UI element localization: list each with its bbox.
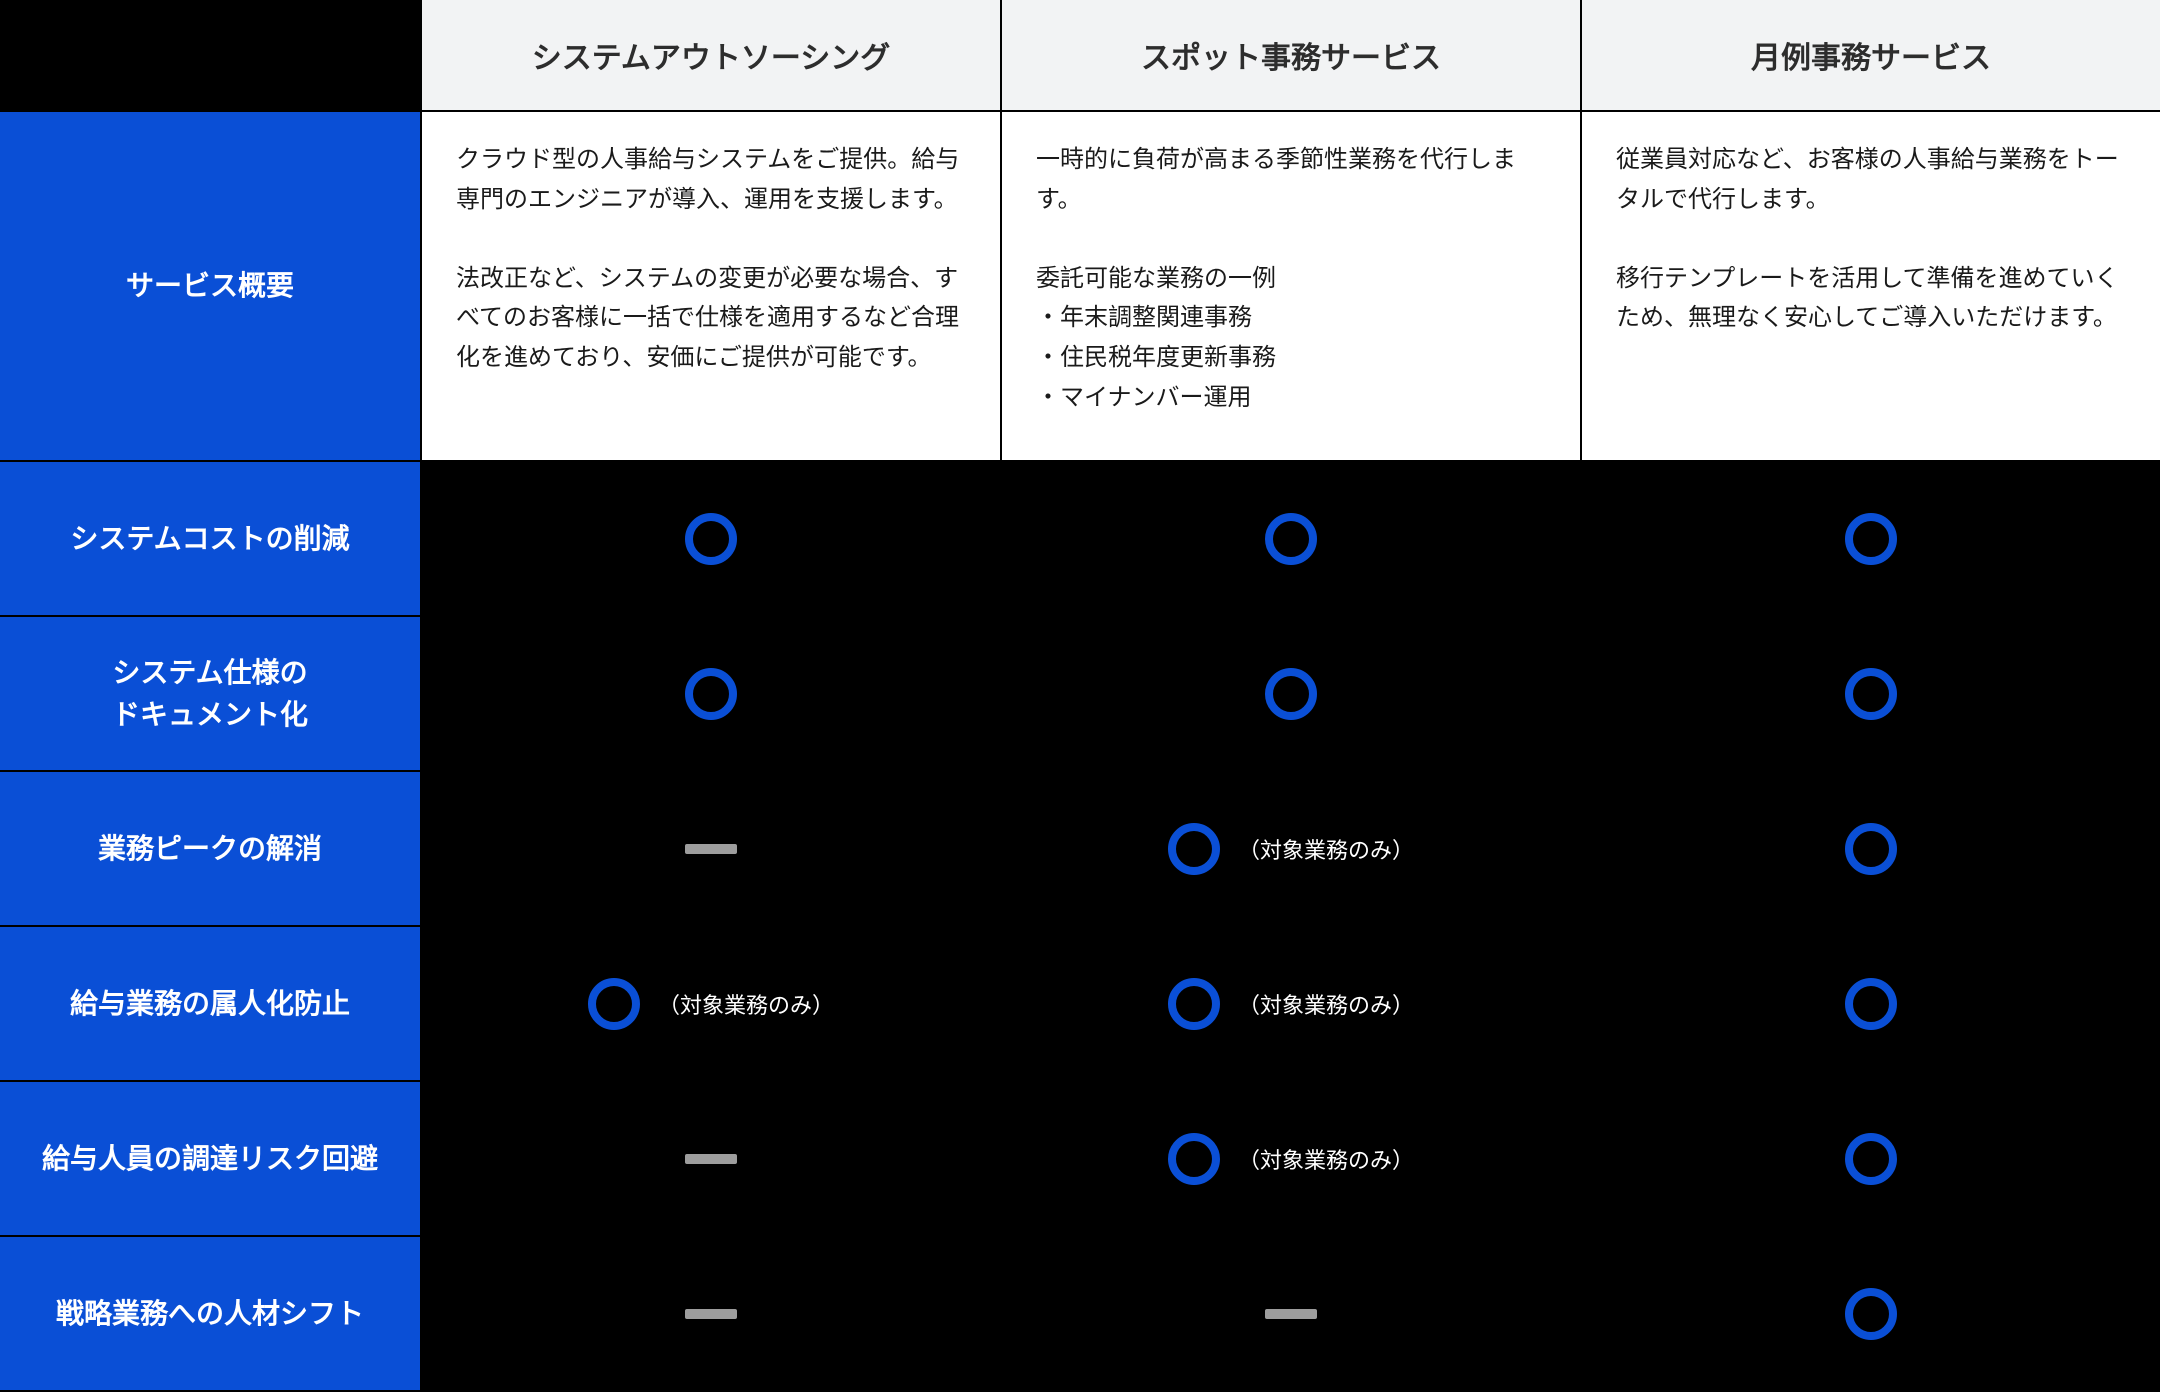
mark-wrap [1265, 1309, 1317, 1319]
feature-cell [1580, 617, 2160, 770]
column-header-3: 月例事務サービス [1580, 0, 2160, 110]
feature-cell [1000, 462, 1580, 615]
feature-label: 業務ピークの解消 [0, 772, 420, 925]
feature-cell: （対象業務のみ） [1000, 772, 1580, 925]
circle-icon [1168, 978, 1220, 1030]
mark-wrap [1845, 1288, 1897, 1340]
feature-row: 業務ピークの解消 （対象業務のみ） [0, 770, 2160, 925]
circle-icon [1845, 978, 1897, 1030]
circle-icon [1265, 513, 1317, 565]
feature-cell [420, 617, 1000, 770]
mark-wrap: （対象業務のみ） [1168, 1133, 1414, 1185]
mark-wrap [1265, 668, 1317, 720]
feature-label: 給与人員の調達リスク回避 [0, 1082, 420, 1235]
feature-cell [420, 1082, 1000, 1235]
overview-label: サービス概要 [0, 112, 420, 460]
circle-icon [1168, 823, 1220, 875]
mark-wrap: （対象業務のみ） [588, 978, 834, 1030]
mark-wrap [685, 513, 737, 565]
mark-wrap [1845, 513, 1897, 565]
overview-c1: クラウド型の人事給与システムをご提供。給与専門のエンジニアが導入、運用を支援しま… [420, 112, 1000, 460]
feature-cell [1580, 1082, 2160, 1235]
mark-wrap [685, 668, 737, 720]
header-blank [0, 0, 420, 110]
circle-icon [685, 513, 737, 565]
column-header-2: スポット事務サービス [1000, 0, 1580, 110]
circle-icon [1265, 668, 1317, 720]
mark-wrap: （対象業務のみ） [1168, 823, 1414, 875]
circle-icon [1845, 513, 1897, 565]
table-header-row: システムアウトソーシング スポット事務サービス 月例事務サービス [0, 0, 2160, 110]
mark-wrap [685, 1154, 737, 1164]
feature-row: 給与業務の属人化防止 （対象業務のみ） （対象業務のみ） [0, 925, 2160, 1080]
circle-icon [1845, 1288, 1897, 1340]
mark-wrap [685, 844, 737, 854]
circle-icon [685, 668, 737, 720]
feature-rows: システムコストの削減システム仕様の ドキュメント化業務ピークの解消 （対象業務のみ… [0, 460, 2160, 1390]
feature-cell [1000, 1237, 1580, 1390]
circle-icon [1168, 1133, 1220, 1185]
overview-c3: 従業員対応など、お客様の人事給与業務をトータルで代行します。 移行テンプレートを… [1580, 112, 2160, 460]
feature-row: 給与人員の調達リスク回避 （対象業務のみ） [0, 1080, 2160, 1235]
dash-icon [685, 844, 737, 854]
mark-note: （対象業務のみ） [1238, 1143, 1414, 1175]
overview-row: サービス概要 クラウド型の人事給与システムをご提供。給与専門のエンジニアが導入、… [0, 110, 2160, 460]
mark-wrap [1845, 1133, 1897, 1185]
feature-row: システムコストの削減 [0, 460, 2160, 615]
feature-cell [1580, 462, 2160, 615]
mark-wrap [1845, 978, 1897, 1030]
feature-cell [420, 462, 1000, 615]
feature-cell [420, 1237, 1000, 1390]
feature-cell: （対象業務のみ） [1000, 1082, 1580, 1235]
feature-cell [1580, 1237, 2160, 1390]
feature-label: システムコストの削減 [0, 462, 420, 615]
mark-wrap [685, 1309, 737, 1319]
mark-note: （対象業務のみ） [1238, 833, 1414, 865]
feature-cell [1580, 772, 2160, 925]
circle-icon [1845, 1133, 1897, 1185]
feature-row: 戦略業務への人材シフト [0, 1235, 2160, 1390]
service-comparison-table: システムアウトソーシング スポット事務サービス 月例事務サービス サービス概要 … [0, 0, 2160, 1392]
feature-label: システム仕様の ドキュメント化 [0, 617, 420, 770]
mark-wrap: （対象業務のみ） [1168, 978, 1414, 1030]
dash-icon [1265, 1309, 1317, 1319]
circle-icon [1845, 823, 1897, 875]
dash-icon [685, 1309, 737, 1319]
column-header-1: システムアウトソーシング [420, 0, 1000, 110]
dash-icon [685, 1154, 737, 1164]
feature-cell [1000, 617, 1580, 770]
feature-cell [1580, 927, 2160, 1080]
mark-note: （対象業務のみ） [1238, 988, 1414, 1020]
mark-wrap [1845, 668, 1897, 720]
feature-cell: （対象業務のみ） [420, 927, 1000, 1080]
overview-c2: 一時的に負荷が高まる季節性業務を代行します。 委託可能な業務の一例 ・年末調整関… [1000, 112, 1580, 460]
mark-wrap [1265, 513, 1317, 565]
feature-label: 給与業務の属人化防止 [0, 927, 420, 1080]
mark-wrap [1845, 823, 1897, 875]
mark-note: （対象業務のみ） [658, 988, 834, 1020]
feature-row: システム仕様の ドキュメント化 [0, 615, 2160, 770]
circle-icon [1845, 668, 1897, 720]
feature-cell: （対象業務のみ） [1000, 927, 1580, 1080]
feature-label: 戦略業務への人材シフト [0, 1237, 420, 1390]
feature-cell [420, 772, 1000, 925]
circle-icon [588, 978, 640, 1030]
